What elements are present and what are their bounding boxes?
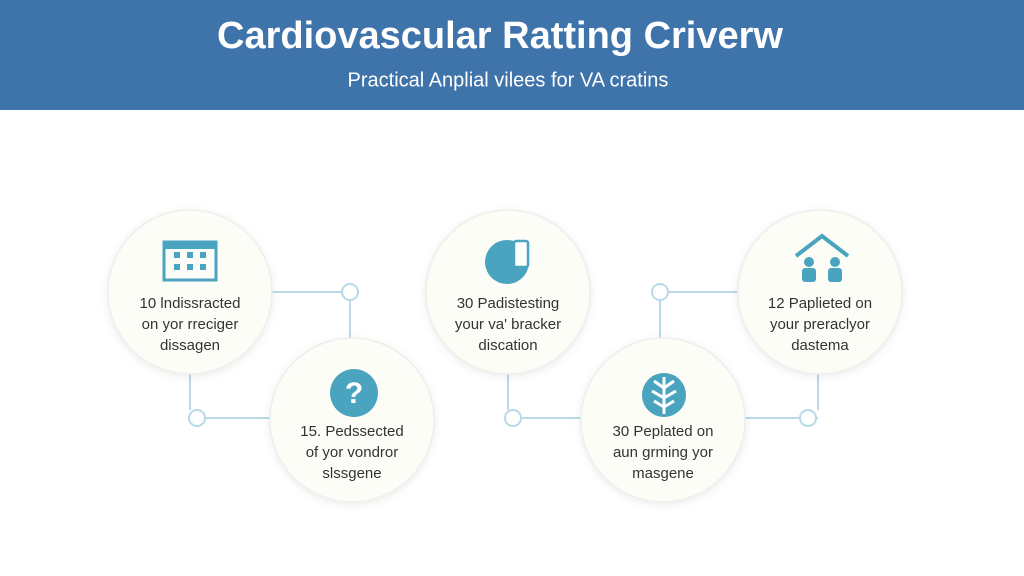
node-circle	[107, 209, 273, 375]
connector-dot	[799, 409, 817, 427]
node-text: 12 Paplieted on	[768, 295, 872, 312]
node-text: of yor vondror	[306, 444, 399, 461]
leaf-icon	[642, 373, 686, 417]
subtitle: Practical Anplial vilees for VA cratins	[348, 69, 669, 91]
node-text: your va' bracker	[455, 316, 561, 333]
house-icon	[794, 233, 850, 282]
node-text: 15. Pedssected	[300, 423, 403, 440]
node-text: 30 Padistesting	[457, 295, 560, 312]
node-text: slssgene	[322, 465, 381, 482]
node-text: dastema	[791, 337, 849, 354]
nodes: ? 10 lndissracted on yor rreciger dissagen…	[107, 209, 903, 503]
connector	[507, 291, 740, 419]
connector-dot	[341, 283, 359, 301]
connector-dot	[188, 409, 206, 427]
node-text: 10 lndissracted	[140, 295, 241, 312]
node-text: dissagen	[160, 337, 220, 354]
node-text: masgene	[632, 465, 694, 482]
node-circle	[269, 337, 435, 503]
node-text: discation	[478, 337, 537, 354]
svg-text:?: ?	[345, 377, 363, 410]
node-circle	[737, 209, 903, 375]
connector-dot	[504, 409, 522, 427]
node-circle	[425, 209, 591, 375]
building-icon	[162, 240, 218, 282]
node-text: 30 Peplated on	[613, 423, 714, 440]
node-text: aun grming yor	[613, 444, 713, 461]
header-band	[0, 0, 1024, 110]
connector	[189, 291, 351, 419]
node-text: your preraclyor	[770, 316, 870, 333]
question-icon: ?	[330, 369, 378, 417]
connectors	[188, 283, 819, 427]
title: Cardiovascular Ratting Criverw	[217, 15, 783, 57]
node-text: on yor rreciger	[142, 316, 239, 333]
phone-icon	[485, 239, 530, 284]
node-circle	[580, 337, 746, 503]
connector-dot	[651, 283, 669, 301]
